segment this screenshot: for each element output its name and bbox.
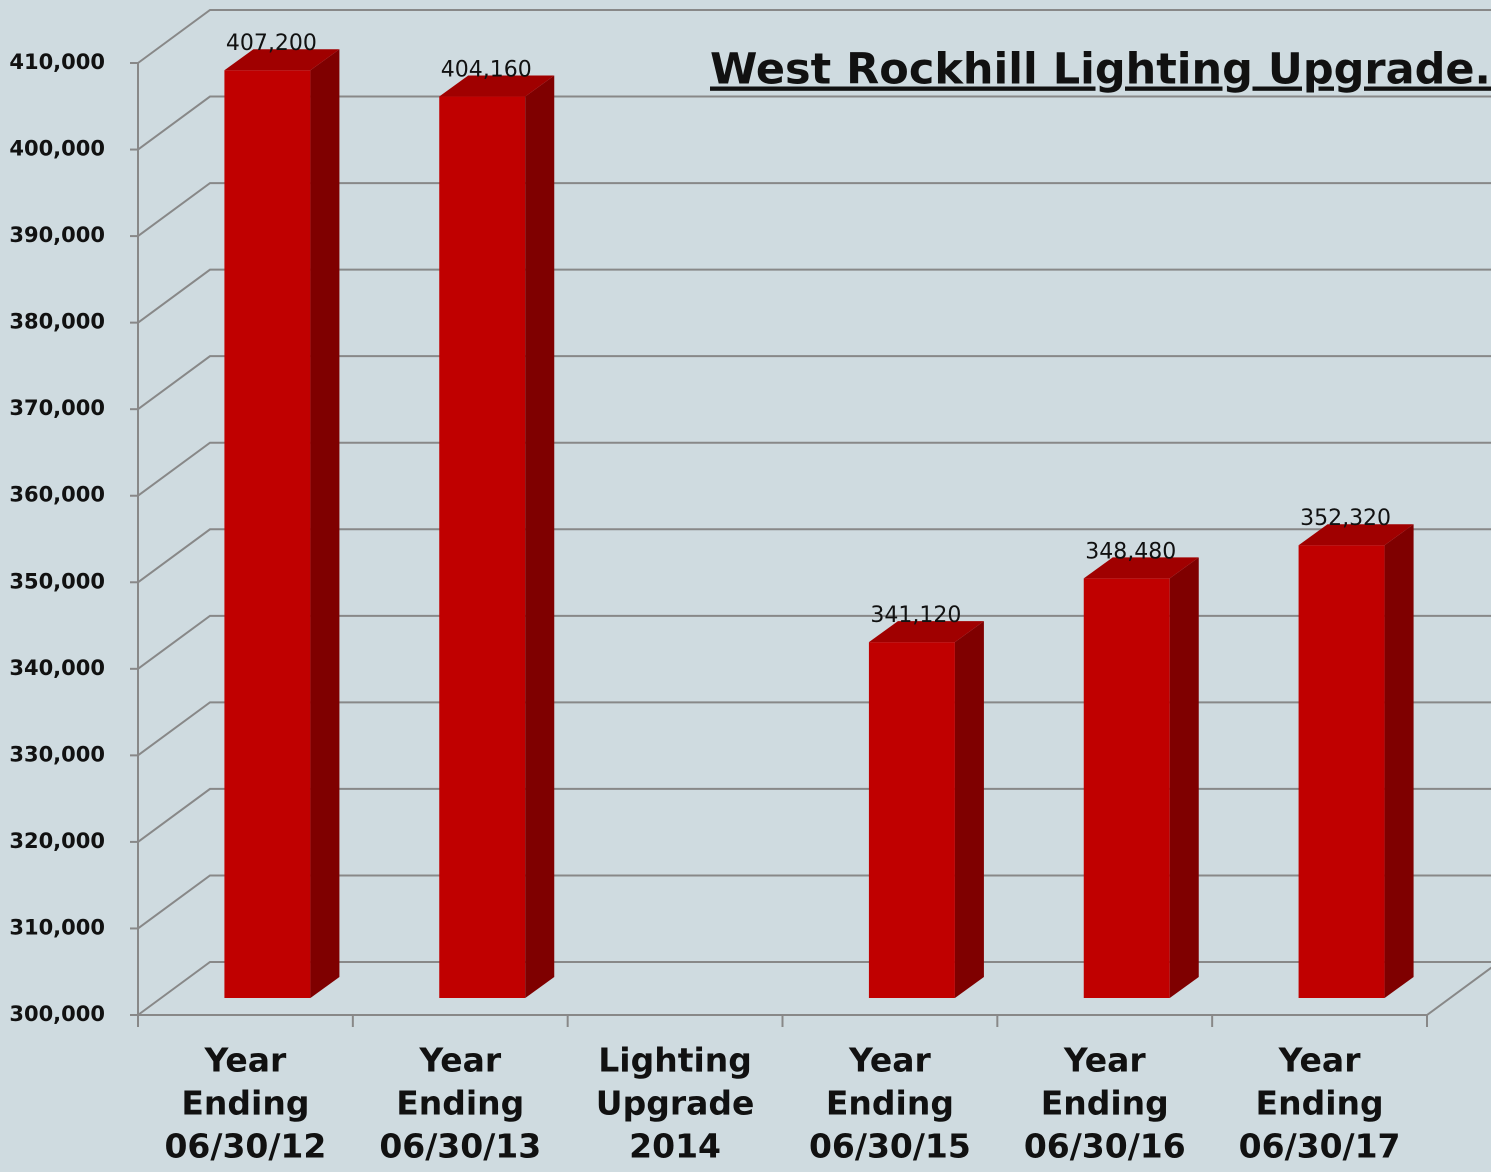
y-tick-label: 320,000: [9, 829, 105, 853]
value-label: 352,320: [1300, 506, 1391, 531]
bar: [1298, 545, 1385, 998]
x-tick-label: 06/30/17: [1239, 1127, 1401, 1166]
x-tick-label: 06/30/16: [1024, 1127, 1186, 1166]
grid-line: [137, 355, 1491, 410]
bar-side: [1384, 524, 1414, 998]
value-label: 407,200: [226, 31, 317, 56]
grid-line: [137, 9, 1491, 64]
bar: [1083, 578, 1170, 998]
grid-line: [137, 528, 1491, 584]
x-tick-label: 06/30/13: [379, 1127, 541, 1166]
bar-side: [954, 621, 984, 998]
bar-side: [1169, 557, 1199, 998]
y-tick-label: 360,000: [9, 483, 105, 507]
x-tick-label: Year: [418, 1041, 502, 1080]
value-label: 348,480: [1085, 539, 1176, 564]
y-tick-label: 380,000: [9, 310, 105, 334]
x-tick-label: 06/30/15: [809, 1127, 971, 1166]
grid-line: [137, 614, 1491, 670]
grid-line: [137, 182, 1491, 237]
bar: [439, 96, 526, 999]
x-tick-label: Upgrade: [596, 1084, 755, 1123]
y-tick-label: 390,000: [9, 223, 105, 247]
value-label: 341,120: [870, 603, 961, 628]
bar: [868, 642, 955, 998]
grid-line: [137, 787, 1491, 843]
bar-top: [224, 49, 340, 71]
x-tick-label: Year: [1063, 1041, 1147, 1080]
floor: [138, 966, 1491, 1016]
grid-line: [137, 95, 1491, 151]
y-tick-label: 350,000: [9, 569, 105, 593]
bar: [224, 70, 311, 998]
y-tick-label: 410,000: [9, 50, 105, 74]
x-tick-label: Ending: [396, 1084, 524, 1123]
y-tick-label: 370,000: [9, 396, 105, 420]
x-tick-label: Year: [848, 1041, 932, 1080]
x-tick-label: Year: [204, 1041, 288, 1080]
bar-top: [439, 75, 555, 97]
value-label: 404,160: [441, 58, 532, 83]
y-tick-label: 310,000: [9, 915, 105, 939]
grid-line: [137, 441, 1491, 497]
x-tick-label: Year: [1278, 1041, 1362, 1080]
bar-top: [1083, 557, 1199, 579]
y-tick-label: 340,000: [9, 656, 105, 680]
x-tick-label: Ending: [826, 1084, 954, 1123]
y-tick-label: 300,000: [9, 1002, 105, 1026]
x-tick-label: 2014: [629, 1127, 721, 1166]
x-tick-label: Ending: [181, 1084, 309, 1123]
x-tick-label: 06/30/12: [164, 1127, 326, 1166]
bar-top: [868, 621, 984, 643]
x-tick-label: Ending: [1256, 1084, 1384, 1123]
grid-line: [137, 268, 1491, 324]
x-tick-label: Ending: [1041, 1084, 1169, 1123]
grid-line: [137, 874, 1491, 930]
grid-line: [137, 701, 1491, 757]
x-tick-label: Lighting: [598, 1041, 752, 1080]
bar-side: [525, 75, 555, 999]
y-tick-label: 400,000: [9, 137, 105, 161]
y-tick-label: 330,000: [9, 742, 105, 766]
grid-line: [137, 961, 1491, 1016]
chart-title: West Rockhill Lighting Upgrade. kW: [710, 45, 1491, 95]
bar-side: [310, 49, 340, 998]
bar-top: [1298, 524, 1414, 546]
